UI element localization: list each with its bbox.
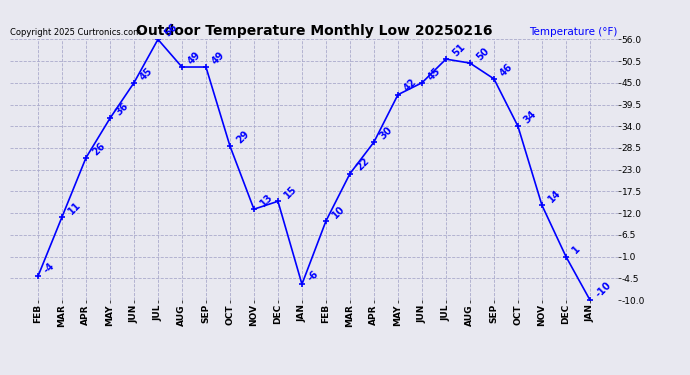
Text: 49: 49 — [210, 50, 227, 66]
Text: 30: 30 — [378, 124, 395, 141]
Text: 42: 42 — [402, 77, 419, 94]
Text: -4: -4 — [42, 261, 57, 276]
Title: Outdoor Temperature Monthly Low 20250216: Outdoor Temperature Monthly Low 20250216 — [136, 24, 492, 38]
Text: 36: 36 — [114, 101, 130, 118]
Text: Copyright 2025 Curtronics.com: Copyright 2025 Curtronics.com — [10, 28, 141, 37]
Text: 45: 45 — [138, 65, 155, 82]
Text: 49: 49 — [186, 50, 203, 66]
Text: 51: 51 — [450, 42, 466, 58]
Text: 11: 11 — [66, 200, 83, 216]
Text: 26: 26 — [90, 141, 107, 157]
Text: 29: 29 — [234, 129, 250, 145]
Text: 22: 22 — [354, 156, 371, 173]
Text: 14: 14 — [546, 188, 563, 204]
Text: -10: -10 — [594, 280, 613, 299]
Text: 45: 45 — [426, 65, 443, 82]
Text: 13: 13 — [258, 192, 275, 208]
Text: 10: 10 — [330, 204, 347, 220]
Text: -6: -6 — [306, 269, 321, 284]
Text: 1: 1 — [570, 244, 582, 256]
Text: 15: 15 — [282, 184, 299, 201]
Text: 46: 46 — [498, 62, 515, 78]
Text: 56: 56 — [162, 22, 179, 39]
Text: 34: 34 — [522, 109, 539, 126]
Text: Temperature (°F): Temperature (°F) — [529, 27, 618, 37]
Text: 50: 50 — [474, 46, 491, 62]
